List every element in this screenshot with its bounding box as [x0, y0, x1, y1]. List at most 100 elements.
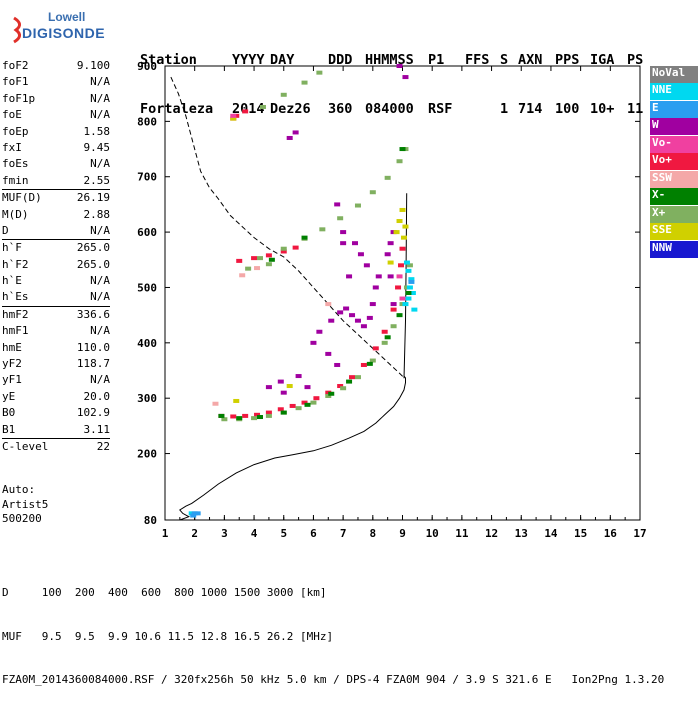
param-value: 26.19	[76, 191, 110, 205]
echo-point-x	[316, 70, 323, 75]
echo-point-w	[369, 302, 376, 307]
echo-point-w	[387, 274, 394, 279]
echo-point-vo	[399, 246, 406, 251]
echo-point-sse	[286, 384, 293, 389]
legend-item-x: X-	[650, 188, 698, 206]
echo-point-x	[396, 159, 403, 164]
echo-point-x	[280, 246, 287, 251]
param-row: MUF(D) 26.19	[2, 190, 110, 206]
echo-point-vo	[254, 412, 261, 417]
echo-point-e	[190, 513, 197, 518]
header-label-6: FFS	[465, 52, 490, 68]
header-value-2: Dez26	[270, 101, 311, 117]
echo-point-x	[280, 410, 287, 415]
x-tick-label: 15	[574, 527, 587, 540]
param-name: h`E	[2, 274, 22, 288]
header-value-4: 084000	[365, 101, 414, 117]
echo-point-sse	[396, 219, 403, 224]
echo-point-nne	[403, 260, 410, 265]
header-label-11: PS	[627, 52, 644, 68]
echo-point-w	[292, 130, 299, 135]
param-name: foF1	[2, 75, 29, 89]
param-row: B1 3.11	[2, 422, 110, 438]
param-value: N/A	[90, 274, 110, 288]
logo-line2: DIGISONDE	[22, 25, 106, 41]
header-value-9: 10+	[590, 101, 615, 117]
param-name: B0	[2, 406, 16, 420]
param-separator	[2, 305, 110, 307]
legend-item-sse: SSE	[650, 223, 698, 241]
x-tick-label: 16	[604, 527, 618, 540]
echo-point-x	[384, 335, 391, 340]
param-name: foF2	[2, 59, 29, 72]
echo-point-w	[352, 241, 358, 246]
header-value-1: 2014	[232, 101, 265, 117]
echo-point-x	[280, 92, 287, 97]
auto-program: Artist5	[2, 497, 49, 511]
ionogram-plot: 1 2 3 4 5 6 7 8 9 10 11 12 13 14 15 16 17802003004005006…	[137, 60, 647, 540]
echo-point-x	[319, 227, 326, 232]
echo-point-x	[354, 203, 361, 208]
param-name: hmF1	[2, 324, 29, 338]
echo-point-vo	[292, 245, 299, 250]
echo-point-w	[328, 318, 335, 323]
param-row: foF1 N/A	[2, 74, 110, 90]
echo-point-vo	[390, 307, 397, 312]
x-tick-label: 6	[310, 527, 317, 540]
x-tick-label: 17	[633, 527, 646, 540]
echo-point-w	[310, 340, 317, 345]
echo-point-w	[357, 252, 364, 257]
echo-point-w	[286, 135, 293, 140]
header-label-3: DDD	[328, 52, 353, 68]
echo-point-x	[301, 80, 308, 85]
logo-line1: Lowell	[48, 10, 86, 24]
param-row: yF2 118.7	[2, 356, 110, 372]
echo-point-vo	[301, 400, 308, 405]
echo-point-w	[280, 390, 287, 395]
param-name: yF2	[2, 357, 22, 371]
header-value-3: 360	[328, 101, 353, 117]
echo-point-w	[363, 263, 370, 268]
header-label-2: DAY	[270, 52, 295, 68]
echo-point-vo	[313, 396, 320, 401]
param-value: N/A	[90, 108, 110, 122]
param-name: foEp	[2, 124, 29, 138]
echo-point-vo	[236, 258, 243, 263]
echo-point-nne	[405, 268, 412, 273]
echo-point-vo	[242, 413, 249, 418]
echo-point-x	[354, 375, 361, 380]
param-value: 102.9	[76, 406, 110, 420]
echo-point-sse	[393, 230, 400, 235]
x-tick-label: 10	[426, 527, 439, 540]
param-value: 22	[96, 439, 110, 453]
param-row: foF1p N/A	[2, 91, 110, 107]
param-value: 2.55	[83, 173, 111, 187]
echo-point-sse	[387, 260, 394, 265]
param-name: foE	[2, 108, 22, 122]
param-value: 20.0	[83, 389, 111, 403]
param-name: fxI	[2, 140, 22, 154]
legend-item-vo: Vo+	[650, 153, 698, 171]
auto-label: Auto:	[2, 483, 36, 496]
virtual-height-profile	[170, 76, 405, 379]
param-separator	[2, 437, 110, 439]
param-value: 3.11	[83, 422, 111, 436]
echo-point-nne	[406, 285, 413, 290]
echo-point-ssw	[212, 401, 219, 406]
echo-point-x	[369, 190, 376, 195]
echo-point-vo	[265, 253, 272, 258]
true-height-profile	[179, 375, 406, 521]
echo-point-vo	[398, 263, 405, 268]
param-name: M(D)	[2, 207, 29, 221]
y-tick-label: 800	[137, 115, 157, 128]
echo-point-x	[384, 175, 391, 180]
legend-item-nne: NNE	[650, 83, 698, 101]
echo-point-x	[366, 361, 373, 366]
echo-point-x	[268, 257, 275, 262]
echo-point-w	[366, 315, 373, 320]
param-value: N/A	[90, 157, 110, 171]
echo-point-vo	[349, 375, 356, 380]
echo-point-x	[405, 291, 412, 295]
param-name: h`F	[2, 241, 22, 255]
echo-point-w	[334, 202, 341, 207]
